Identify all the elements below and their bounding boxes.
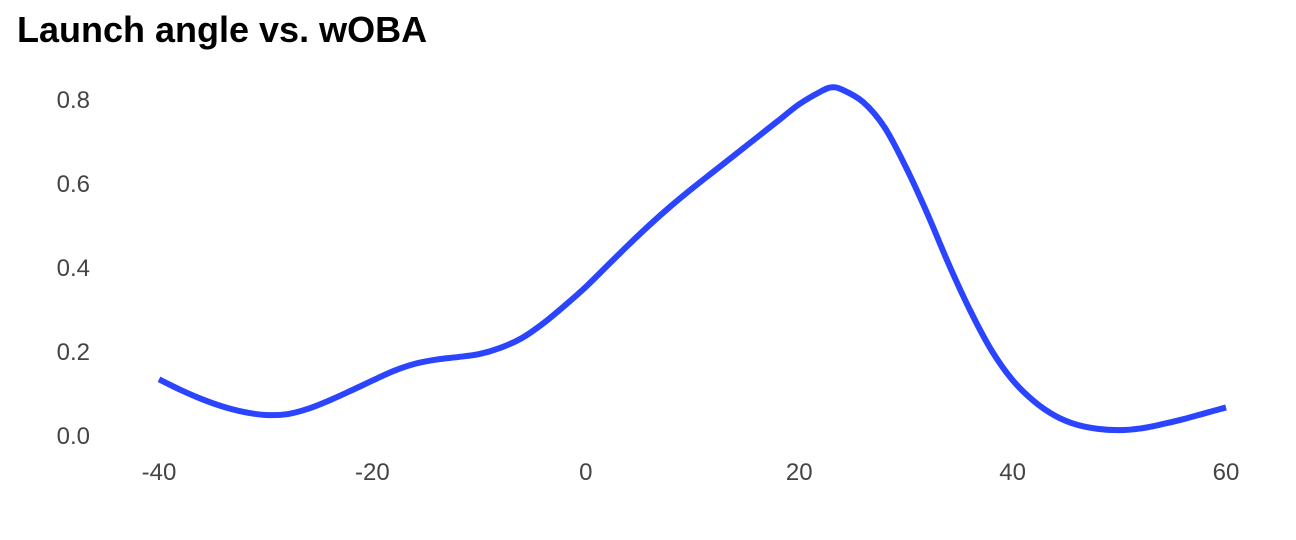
x-tick-label: -40 [142,459,177,486]
y-tick-label: 0.2 [57,339,90,366]
x-tick-label: 60 [1213,459,1240,486]
y-tick-label: 0.8 [57,87,90,114]
y-tick-label: 0.4 [57,255,90,282]
y-tick-label: 0.6 [57,171,90,198]
y-tick-label: 0.0 [57,423,90,450]
x-tick-label: 20 [786,459,813,486]
x-tick-label: 40 [999,459,1026,486]
series-line [157,84,1227,434]
x-axis-ticks: -40 -20 0 20 40 60 [142,459,1240,486]
y-axis-ticks: 0.0 0.2 0.4 0.6 0.8 [57,87,90,450]
x-tick-label: 0 [579,459,592,486]
x-tick-label: -20 [355,459,390,486]
chart-title: Launch angle vs. wOBA [17,9,428,50]
